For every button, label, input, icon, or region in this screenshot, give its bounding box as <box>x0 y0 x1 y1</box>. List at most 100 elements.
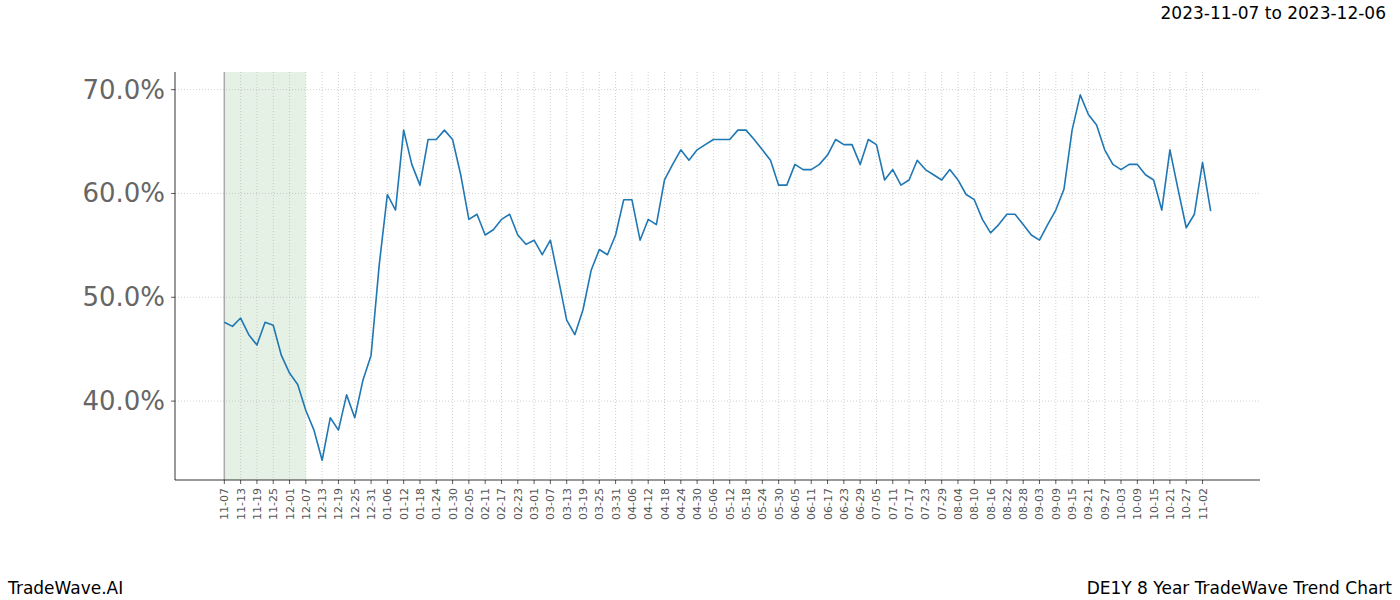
x-tick <box>713 480 714 484</box>
x-grid-line <box>1039 72 1040 480</box>
x-grid-line <box>957 72 958 480</box>
x-grid-line <box>1088 72 1089 480</box>
x-grid-line <box>746 72 747 480</box>
x-tick <box>1055 480 1056 484</box>
chart: 11-0711-1311-1911-2512-0112-0712-1312-19… <box>0 0 1400 600</box>
x-tick-label: 05-12 <box>724 488 737 520</box>
x-tick-label: 02-05 <box>463 488 476 520</box>
x-tick <box>631 480 632 484</box>
x-tick <box>1169 480 1170 484</box>
x-grid-line <box>1169 72 1170 480</box>
x-tick <box>990 480 991 484</box>
x-grid-line <box>1006 72 1007 480</box>
x-tick-label: 07-29 <box>936 488 949 520</box>
x-tick-label: 05-18 <box>740 488 753 520</box>
x-grid-line <box>615 72 616 480</box>
x-grid-line <box>843 72 844 480</box>
x-tick <box>338 480 339 484</box>
x-tick <box>403 480 404 484</box>
x-tick-label: 01-24 <box>430 488 443 520</box>
x-tick <box>778 480 779 484</box>
x-tick-label: 04-30 <box>691 488 704 520</box>
x-grid-line <box>811 72 812 480</box>
x-tick-label: 11-25 <box>267 488 280 520</box>
x-tick <box>843 480 844 484</box>
x-tick <box>827 480 828 484</box>
x-tick <box>746 480 747 484</box>
x-tick-label: 09-03 <box>1033 488 1046 520</box>
x-grid-line <box>517 72 518 480</box>
x-grid-line <box>1023 72 1024 480</box>
line-group <box>224 95 1210 460</box>
x-tick <box>925 480 926 484</box>
x-grid-line <box>631 72 632 480</box>
x-tick-label: 02-23 <box>512 488 525 520</box>
x-tick <box>1137 480 1138 484</box>
x-tick <box>909 480 910 484</box>
x-tick-label: 02-11 <box>479 488 492 520</box>
x-tick <box>517 480 518 484</box>
x-grid-line <box>599 72 600 480</box>
x-grid-line <box>1137 72 1138 480</box>
x-tick-label: 10-09 <box>1131 488 1144 520</box>
x-tick <box>1153 480 1154 484</box>
x-grid-line <box>778 72 779 480</box>
x-tick-label: 05-30 <box>773 488 786 520</box>
x-grid-line <box>322 72 323 480</box>
x-tick <box>974 480 975 484</box>
x-grid-line <box>501 72 502 480</box>
x-tick <box>582 480 583 484</box>
x-tick <box>697 480 698 484</box>
x-grid-line <box>256 72 257 480</box>
x-tick <box>566 480 567 484</box>
x-tick <box>1202 480 1203 484</box>
x-grid-line <box>680 72 681 480</box>
highlight-span <box>224 72 306 480</box>
x-grid-line <box>338 72 339 480</box>
highlight-group <box>224 72 306 480</box>
x-tick-label: 08-16 <box>985 488 998 520</box>
x-tick-label: 04-24 <box>675 488 688 520</box>
y-tick-label: 40.0% <box>82 386 165 416</box>
x-tick-label: 06-23 <box>838 488 851 520</box>
x-tick <box>289 480 290 484</box>
x-grid-line <box>664 72 665 480</box>
x-grid-line <box>485 72 486 480</box>
x-tick-label: 06-17 <box>822 488 835 520</box>
x-tick <box>811 480 812 484</box>
x-grid-line <box>1121 72 1122 480</box>
x-tick <box>322 480 323 484</box>
y-grid-line <box>175 193 1260 194</box>
x-tick <box>941 480 942 484</box>
x-tick-label: 12-07 <box>300 488 313 520</box>
x-tick-label: 08-28 <box>1017 488 1030 520</box>
x-tick <box>680 480 681 484</box>
x-tick <box>1104 480 1105 484</box>
x-tick-label: 01-06 <box>381 488 394 520</box>
x-tick <box>664 480 665 484</box>
x-grid-line <box>974 72 975 480</box>
x-tick-label: 09-27 <box>1099 488 1112 520</box>
x-tick <box>1023 480 1024 484</box>
x-grid-line <box>713 72 714 480</box>
y-tick <box>171 193 175 194</box>
x-grid-line <box>550 72 551 480</box>
x-grid-line <box>566 72 567 480</box>
x-tick <box>729 480 730 484</box>
x-tick-label: 03-31 <box>610 488 623 520</box>
x-tick-label: 03-01 <box>528 488 541 520</box>
x-tick-label: 03-19 <box>577 488 590 520</box>
y-grid-line <box>175 401 1260 402</box>
x-tick <box>240 480 241 484</box>
x-tick-label: 11-02 <box>1197 488 1210 520</box>
x-tick <box>615 480 616 484</box>
x-tick-label: 05-24 <box>756 488 769 520</box>
x-tick <box>599 480 600 484</box>
x-tick-label: 12-25 <box>349 488 362 520</box>
highlight-edge <box>224 72 226 480</box>
x-tick-label: 09-15 <box>1066 488 1079 520</box>
x-tick <box>794 480 795 484</box>
x-tick-label: 01-12 <box>398 488 411 520</box>
source: TradeWave.AI <box>7 578 123 598</box>
y-grid-line <box>175 89 1260 90</box>
